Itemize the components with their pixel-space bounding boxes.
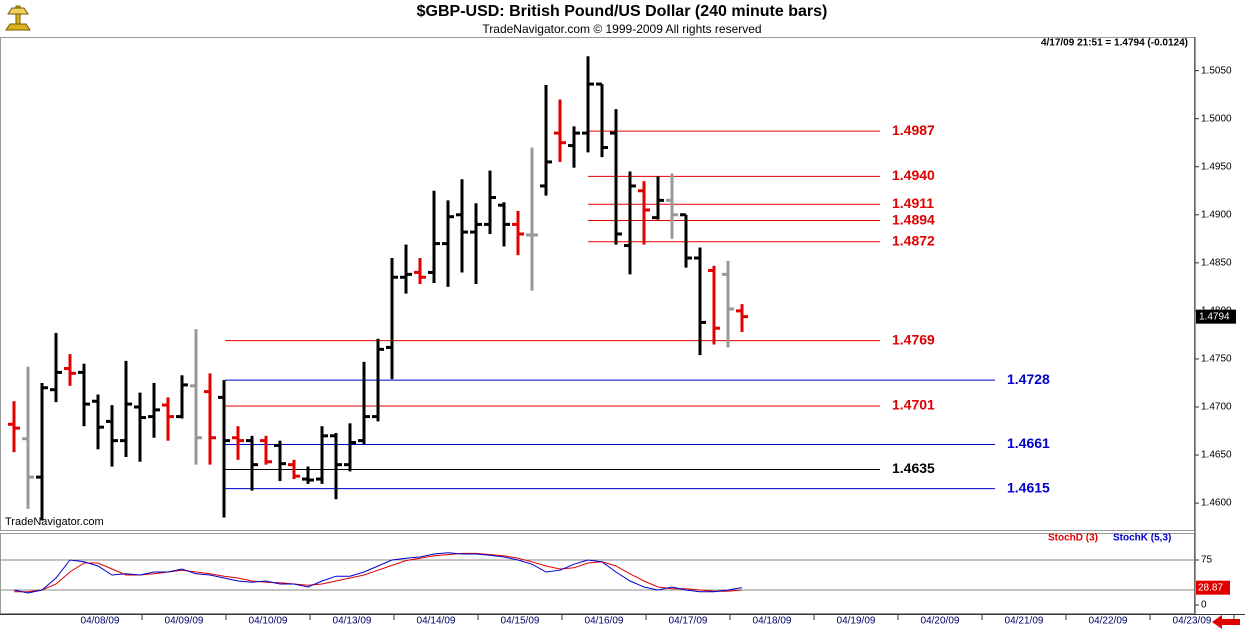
date-label: 04/18/09 xyxy=(753,616,792,627)
stoch-line xyxy=(13,552,743,594)
date-label: 04/09/09 xyxy=(165,616,204,627)
date-label: 04/14/09 xyxy=(417,616,456,627)
level-label: 1.4894 xyxy=(892,211,935,227)
y-tick-label: 0 xyxy=(1201,600,1207,611)
level-label: 1.4661 xyxy=(1007,435,1050,451)
chart-title: $GBP-USD: British Pound/US Dollar (240 m… xyxy=(417,3,828,20)
level-label: 1.4701 xyxy=(892,397,935,413)
price-info: 4/17/09 21:51 = 1.4794 (-0.0124) xyxy=(1041,38,1188,49)
date-label: 04/23/09 xyxy=(1173,616,1212,627)
watermark: TradeNavigator.com xyxy=(5,516,104,528)
level-label: 1.4769 xyxy=(892,331,935,347)
y-tick-label: 1.4900 xyxy=(1201,209,1232,220)
y-tick-label: 1.5050 xyxy=(1201,65,1232,76)
level-label: 1.4728 xyxy=(1007,371,1050,387)
legend-entry: StochK (5,3) xyxy=(1113,533,1171,544)
date-label: 04/10/09 xyxy=(249,616,288,627)
y-tick-label: 1.4750 xyxy=(1201,354,1232,365)
date-label: 04/17/09 xyxy=(669,616,708,627)
date-label: 04/13/09 xyxy=(333,616,372,627)
date-label: 04/08/09 xyxy=(81,616,120,627)
scroll-arrow[interactable] xyxy=(1212,615,1240,629)
date-label: 04/21/09 xyxy=(1005,616,1044,627)
last-stoch: 28.87 xyxy=(1198,582,1223,593)
logo xyxy=(5,5,31,31)
last-price-box xyxy=(1196,309,1236,324)
level-label: 1.4872 xyxy=(892,232,935,248)
y-tick-label: 1.4950 xyxy=(1201,161,1232,172)
date-label: 04/19/09 xyxy=(837,616,876,627)
level-label: 1.4911 xyxy=(892,195,934,211)
y-tick-label: 1.4600 xyxy=(1201,498,1232,509)
y-tick-label: 1.4700 xyxy=(1201,402,1232,413)
date-label: 04/15/09 xyxy=(501,616,540,627)
date-label: 04/22/09 xyxy=(1089,616,1128,627)
legend-entry: StochD (3) xyxy=(1048,533,1098,544)
y-tick-label: 75 xyxy=(1201,555,1213,566)
date-label: 04/20/09 xyxy=(921,616,960,627)
chart-subtitle: TradeNavigator.com © 1999-2009 All right… xyxy=(482,22,761,36)
level-label: 1.4940 xyxy=(892,167,935,183)
level-label: 1.4987 xyxy=(892,122,935,138)
y-tick-label: 1.4850 xyxy=(1201,257,1232,268)
last-stoch-box xyxy=(1196,580,1230,595)
last-price: 1.4794 xyxy=(1199,311,1230,322)
level-label: 1.4615 xyxy=(1007,479,1050,495)
level-label: 1.4635 xyxy=(892,460,935,476)
y-tick-label: 1.5000 xyxy=(1201,113,1232,124)
y-tick-label: 1.4650 xyxy=(1201,450,1232,461)
date-label: 04/16/09 xyxy=(585,616,624,627)
